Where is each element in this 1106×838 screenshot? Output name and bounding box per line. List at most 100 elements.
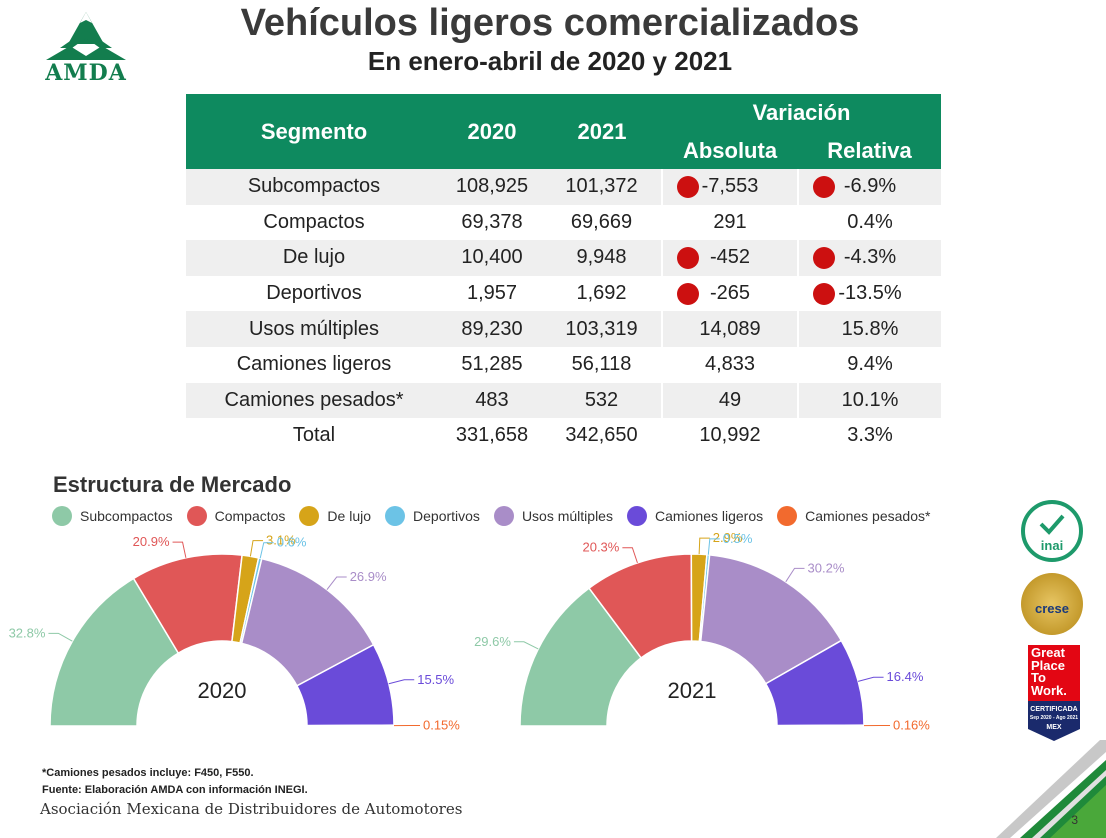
absoluta-value: -7,553: [701, 175, 759, 198]
legend-swatch: [299, 506, 320, 526]
cell-segmento: Deportivos: [186, 276, 442, 312]
slice-label: 30.2%: [808, 560, 845, 575]
relativa-value: -4.3%: [843, 246, 897, 269]
cell-absoluta: 10,992: [661, 418, 798, 454]
negative-indicator-icon: [813, 282, 835, 305]
slice-label: 0.15%: [423, 718, 460, 733]
amda-logo: AMDA: [40, 10, 132, 86]
gptw-line: To: [1031, 670, 1046, 685]
donut-center-year: 2020: [198, 678, 247, 703]
gptw-line: Place: [1031, 657, 1065, 673]
slice-label: 0.6%: [277, 535, 307, 550]
header-absoluta: Absoluta: [662, 132, 798, 169]
absoluta-value: 291: [713, 210, 747, 233]
slice-label: 3.1%: [266, 533, 296, 548]
y2020-value: 51,285: [461, 353, 523, 376]
absoluta-value: 10,992: [699, 424, 761, 447]
cell-segmento: Camiones pesados*: [186, 382, 442, 419]
absoluta-value: 14,089: [699, 317, 761, 340]
market-title: Estructura de Mercado: [53, 472, 292, 497]
legend-swatch: [493, 506, 514, 526]
page-subtitle: En enero-abril de 2020 y 2021: [367, 46, 733, 76]
cell-relativa: -13.5%: [797, 275, 941, 312]
y2021-value: 69,669: [570, 210, 633, 233]
header-segmento: Segmento: [186, 94, 442, 169]
y2021-value: 56,118: [571, 353, 632, 376]
page-number: 3: [1071, 813, 1078, 827]
donut-center-year: 2021: [668, 678, 717, 703]
cell-y2020: 89,230: [442, 311, 542, 347]
label-leader-line: [698, 537, 710, 555]
relativa-value: 15.8%: [841, 317, 899, 340]
donut-chart-2021: 29.6% 20.3% 2.9%0.5% 30.2% 16.4% 0.16% 2021: [474, 530, 930, 732]
negative-indicator-icon: [677, 282, 699, 305]
header-2021: 2021: [542, 94, 662, 169]
donut-slice: [306, 724, 395, 727]
label-leader-line: [707, 538, 720, 555]
cell-relativa: -6.9%: [797, 169, 941, 205]
label-leader-line: [249, 540, 264, 557]
relativa-value: -13.5%: [838, 282, 902, 305]
cell-segmento: Subcompactos: [186, 169, 442, 205]
legend-swatch: [385, 506, 406, 526]
y2020-value: 1,957: [466, 282, 518, 305]
cell-absoluta: 49: [661, 382, 798, 419]
legend-label: Camiones pesados*: [805, 508, 931, 524]
table-row: De lujo 10,400 9,948 -452 -4.3%: [186, 240, 941, 276]
negative-indicator-icon: [813, 246, 835, 269]
absoluta-value: -265: [709, 282, 751, 305]
label-leader-line: [326, 576, 347, 591]
table-row: Compactos 69,378 69,669 291 0.4%: [186, 204, 941, 241]
y2021-value: 103,319: [565, 317, 638, 340]
y2020-value: 108,925: [455, 175, 529, 198]
donut-slice: [776, 724, 865, 727]
cell-y2021: 532: [542, 382, 662, 419]
cell-absoluta: -265: [661, 275, 798, 312]
cell-y2020: 69,378: [442, 205, 542, 241]
cell-absoluta: -7,553: [661, 169, 798, 205]
label-leader-line: [172, 541, 187, 558]
slice-label: 16.4%: [887, 669, 924, 684]
cell-y2020: 108,925: [442, 169, 542, 205]
cell-absoluta: 291: [661, 204, 798, 241]
absoluta-value: -452: [709, 246, 751, 269]
gptw-cert: CERTIFICADA Sep 2020 - Ago 2021 MEX: [1028, 701, 1080, 741]
gptw-cert-line: CERTIFICADA: [1030, 706, 1078, 713]
absoluta-value: 4,833: [704, 353, 756, 376]
table-row: Total 331,658 342,650 10,992 3.3%: [186, 418, 941, 454]
cell-y2020: 331,658: [442, 418, 542, 454]
page-title: Vehículos ligeros comercializados: [240, 2, 860, 44]
cell-y2020: 51,285: [442, 347, 542, 383]
segmento-value: Camiones ligeros: [236, 353, 392, 376]
footnote-source: Fuente: Elaboración AMDA con información…: [42, 784, 308, 796]
cell-y2021: 101,372: [542, 169, 662, 205]
inai-label: inai: [1040, 538, 1064, 553]
footnote-heavy-trucks: *Camiones pesados incluye: F450, F550.: [42, 767, 254, 779]
label-leader-line: [388, 679, 415, 685]
cell-relativa: -4.3%: [797, 240, 941, 276]
crese-badge: crese: [1021, 573, 1083, 635]
header-2020: 2020: [442, 94, 542, 169]
negative-indicator-icon: [677, 246, 699, 269]
relativa-value: 3.3%: [847, 424, 893, 447]
legend-item: Subcompactos: [52, 506, 173, 526]
segmento-value: Compactos: [263, 210, 365, 233]
legend-label: Deportivos: [413, 508, 480, 524]
donut-slice: [49, 577, 180, 727]
legend-swatch: [52, 506, 72, 526]
legend-item: Deportivos: [385, 506, 480, 526]
decorative-stripes: [996, 740, 1106, 838]
label-leader-line: [513, 641, 539, 650]
legend-item: Usos múltiples: [493, 506, 613, 526]
cell-relativa: 10.1%: [797, 382, 941, 419]
cell-segmento: Total: [186, 418, 442, 454]
slice-label: 20.3%: [582, 540, 619, 555]
table-row: Deportivos 1,957 1,692 -265 -13.5%: [186, 275, 941, 312]
y2020-value: 10,400: [461, 246, 523, 269]
cell-y2021: 69,669: [542, 205, 662, 241]
table-row: Camiones ligeros 51,285 56,118 4,833 9.4%: [186, 346, 941, 383]
y2021-value: 1,692: [576, 282, 627, 305]
segmento-value: Deportivos: [266, 282, 362, 305]
legend-label: Compactos: [214, 508, 286, 524]
logo-text: AMDA: [45, 60, 127, 86]
